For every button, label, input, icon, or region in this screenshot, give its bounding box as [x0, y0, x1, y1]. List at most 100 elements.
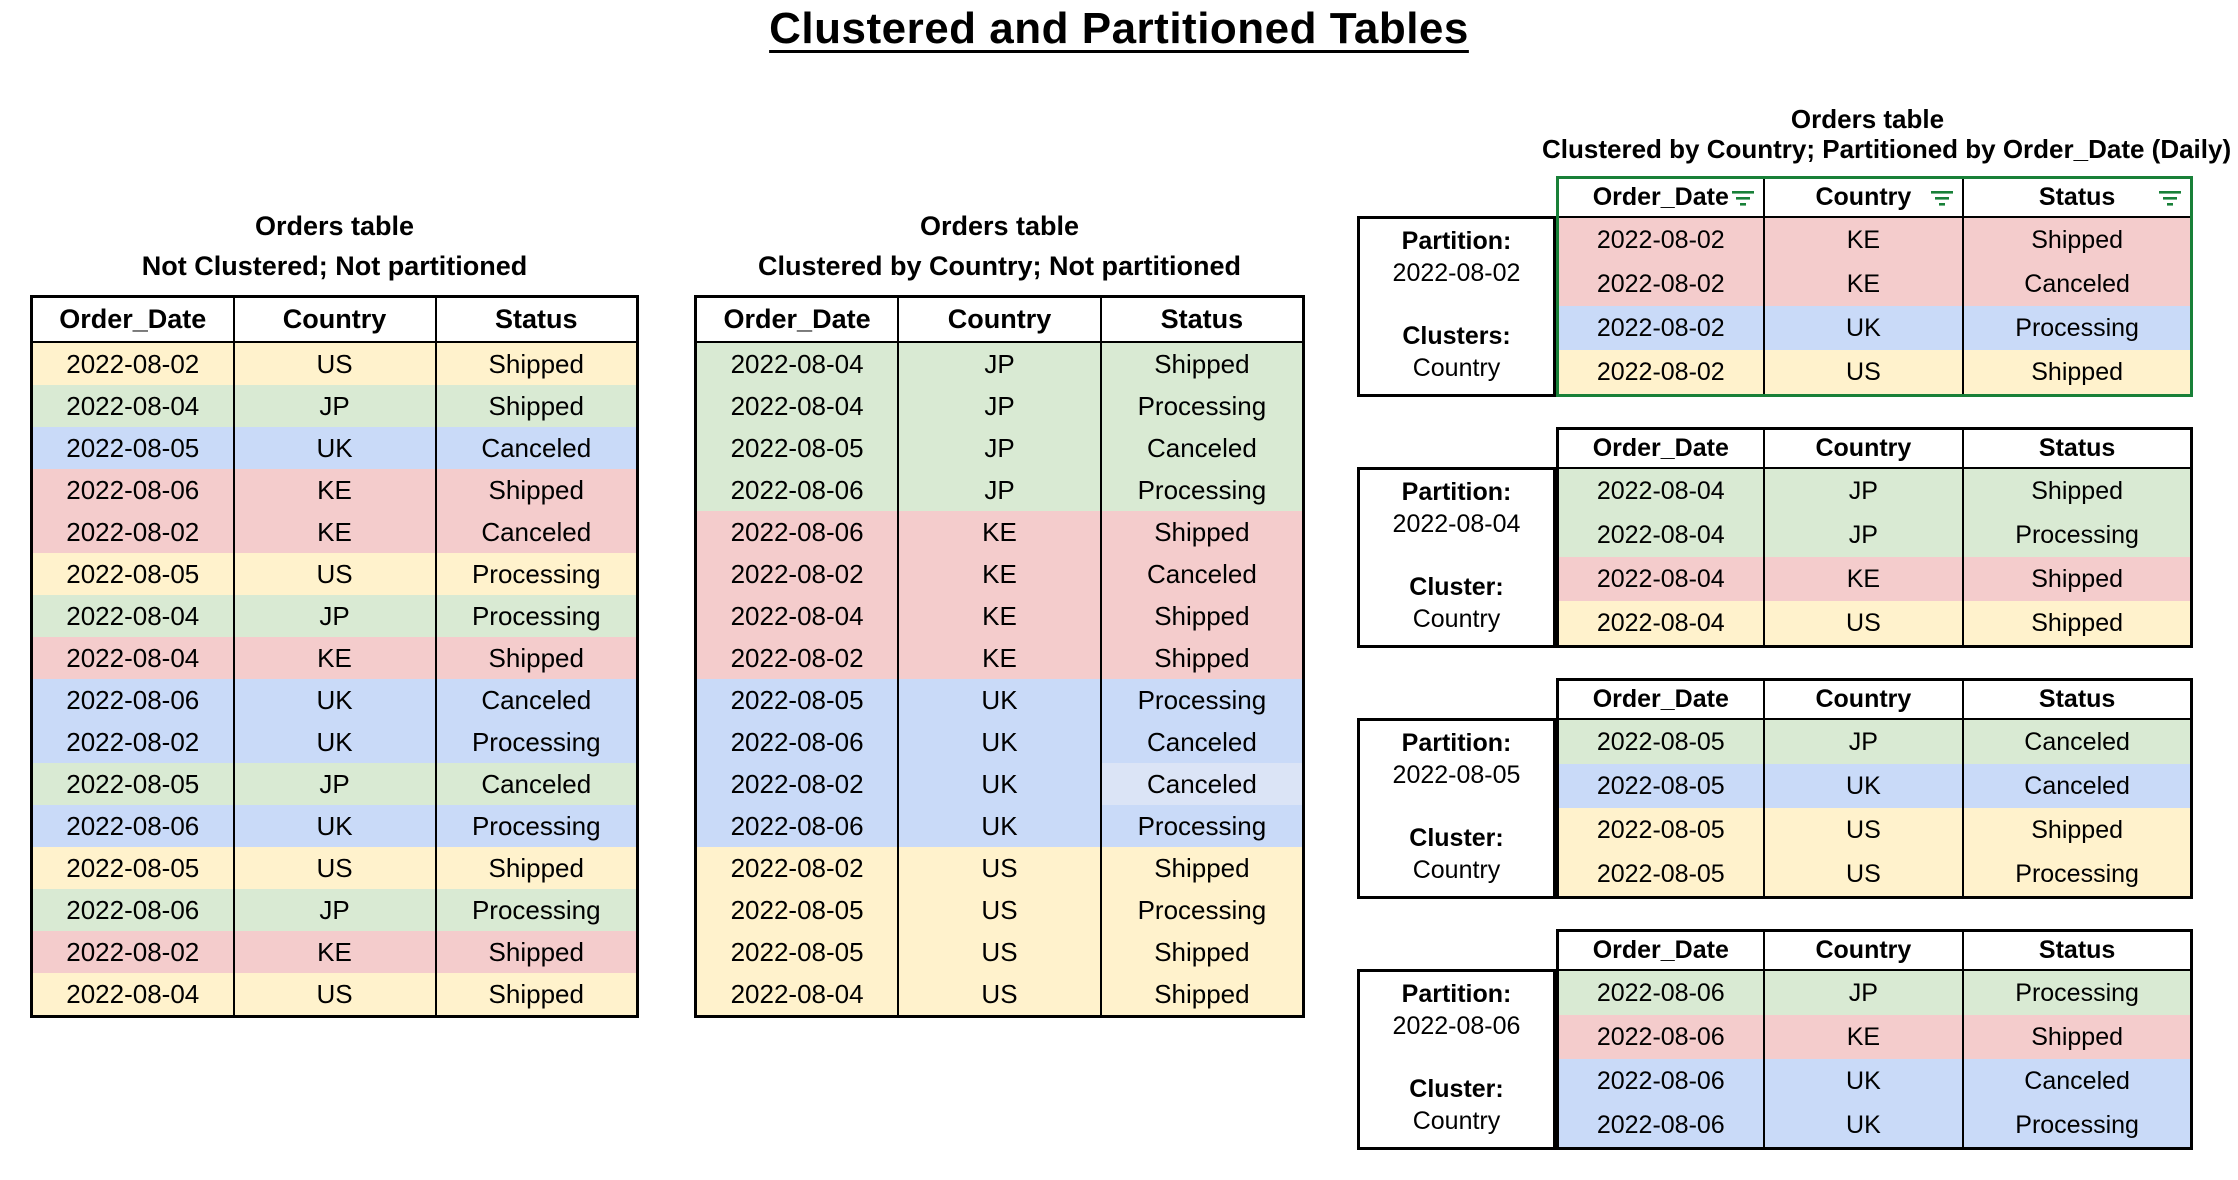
status-cell: Canceled — [434, 763, 638, 805]
cluster-value: Country — [1412, 1107, 1501, 1135]
orders-row: 2022-08-02 KE Shipped — [1557, 217, 2192, 262]
status-cell: Shipped — [434, 637, 638, 679]
filter-icon[interactable] — [2157, 188, 2183, 208]
unclustered-orders-table: Order_Date Country Status 2022-08-02 US Sh… — [30, 295, 639, 1018]
order-date-cell: 2022-08-06 — [695, 511, 899, 553]
order-date-cell: 2022-08-05 — [31, 427, 234, 469]
partition-date: 2022-08-06 — [1392, 1012, 1521, 1040]
partition-groups: Partition: 2022-08-02 Clusters: Country … — [1357, 176, 2193, 1150]
status-cell: Processing — [1962, 852, 2192, 898]
order-date-cell: 2022-08-05 — [695, 889, 899, 931]
country-cell: KE — [1762, 557, 1964, 601]
order-date-cell: 2022-08-06 — [31, 805, 234, 847]
cluster-label: Cluster: — [1409, 573, 1504, 601]
order-date-cell: 2022-08-06 — [695, 469, 899, 511]
country-cell: KE — [897, 511, 1101, 553]
orders-row: 2022-08-05 US Processing — [1557, 852, 2192, 898]
column-header-country: Country — [1762, 428, 1964, 469]
status-cell: Processing — [1962, 970, 2192, 1015]
partition-label: Partition: — [1401, 478, 1512, 506]
column-header-country: Country — [1762, 930, 1964, 971]
orders-row: 2022-08-02 US Shipped — [695, 847, 1304, 889]
orders-row: 2022-08-06 UK Canceled — [31, 679, 638, 721]
status-cell: Shipped — [1099, 511, 1304, 553]
order-date-cell: 2022-08-02 — [695, 847, 899, 889]
partition-label-box: Partition: 2022-08-02 Clusters: Country — [1357, 216, 1556, 397]
status-cell: Shipped — [1962, 217, 2192, 262]
filter-icon[interactable] — [1929, 188, 1955, 208]
partition-date: 2022-08-02 — [1392, 259, 1521, 287]
cluster-value: Country — [1412, 856, 1501, 884]
orders-row: 2022-08-02 KE Shipped — [31, 931, 638, 973]
country-cell: JP — [1762, 513, 1964, 557]
header-row: Order_Date Country Status — [31, 296, 638, 343]
status-cell: Processing — [1099, 385, 1304, 427]
order-date-cell: 2022-08-04 — [31, 385, 234, 427]
status-cell: Shipped — [1099, 342, 1304, 385]
column-header-status: Status — [1962, 930, 2192, 971]
status-cell: Canceled — [1099, 553, 1304, 595]
right-section-title: Orders table — [1790, 104, 1945, 134]
orders-row: 2022-08-02 UK Processing — [1557, 306, 2192, 350]
status-cell: Canceled — [1962, 1059, 2192, 1103]
orders-row: 2022-08-04 JP Shipped — [695, 342, 1304, 385]
orders-row: 2022-08-05 JP Canceled — [1557, 719, 2192, 764]
country-cell: UK — [897, 721, 1101, 763]
orders-row: 2022-08-06 UK Canceled — [695, 721, 1304, 763]
order-date-cell: 2022-08-06 — [695, 721, 899, 763]
partition-info: Partition: 2022-08-05 — [1362, 727, 1551, 791]
orders-row: 2022-08-04 US Shipped — [695, 973, 1304, 1017]
status-cell: Processing — [434, 721, 638, 763]
status-cell: Processing — [434, 805, 638, 847]
cluster-value: Country — [1412, 354, 1501, 382]
order-date-cell: 2022-08-02 — [31, 511, 234, 553]
partition-label: Partition: — [1401, 980, 1512, 1008]
country-cell: US — [1762, 601, 1964, 647]
order-date-cell: 2022-08-06 — [31, 889, 234, 931]
status-cell: Shipped — [1962, 468, 2192, 513]
country-cell: US — [897, 931, 1101, 973]
orders-row: 2022-08-04 KE Shipped — [695, 595, 1304, 637]
orders-row: 2022-08-05 JP Canceled — [695, 427, 1304, 469]
country-cell: KE — [1762, 1015, 1964, 1059]
country-cell: US — [897, 973, 1101, 1017]
orders-row: 2022-08-02 US Shipped — [1557, 350, 2192, 396]
status-cell: Processing — [1962, 513, 2192, 557]
header-row: Order_Date Country Status — [1557, 679, 2192, 720]
orders-row: 2022-08-04 JP Shipped — [1557, 468, 2192, 513]
country-cell: US — [1762, 808, 1964, 852]
country-cell: US — [232, 553, 436, 595]
filter-icon[interactable] — [1730, 188, 1756, 208]
status-cell: Shipped — [1099, 973, 1304, 1017]
status-cell: Shipped — [434, 385, 638, 427]
cluster-info: Clusters: Country — [1362, 320, 1551, 384]
column-header-country: Country — [1762, 177, 1964, 218]
order-date-cell: 2022-08-06 — [1557, 1103, 1764, 1149]
status-cell: Shipped — [1962, 1015, 2192, 1059]
orders-row: 2022-08-04 US Shipped — [31, 973, 638, 1017]
country-cell: US — [897, 889, 1101, 931]
header-row: Order_Date Country Status — [1557, 428, 2192, 469]
order-date-cell: 2022-08-02 — [1557, 306, 1764, 350]
orders-row: 2022-08-04 KE Shipped — [31, 637, 638, 679]
column-header-status: Status — [1962, 679, 2192, 720]
status-cell: Shipped — [1099, 847, 1304, 889]
orders-row: 2022-08-06 JP Processing — [31, 889, 638, 931]
order-date-cell: 2022-08-04 — [695, 342, 899, 385]
order-date-cell: 2022-08-05 — [695, 931, 899, 973]
orders-row: 2022-08-06 UK Processing — [31, 805, 638, 847]
partition-group-2022-08-02: Partition: 2022-08-02 Clusters: Country … — [1357, 176, 2193, 397]
status-cell: Processing — [434, 889, 638, 931]
country-cell: UK — [232, 721, 436, 763]
order-date-cell: 2022-08-06 — [1557, 1015, 1764, 1059]
country-cell: JP — [1762, 970, 1964, 1015]
country-cell: KE — [232, 637, 436, 679]
country-cell: JP — [1762, 468, 1964, 513]
status-cell: Canceled — [434, 511, 638, 553]
orders-row: 2022-08-02 KE Canceled — [1557, 262, 2192, 306]
orders-row: 2022-08-02 KE Canceled — [695, 553, 1304, 595]
partition-label-box: Partition: 2022-08-05 Cluster: Country — [1357, 718, 1556, 899]
order-date-cell: 2022-08-05 — [31, 763, 234, 805]
orders-row: 2022-08-05 US Shipped — [695, 931, 1304, 973]
country-cell: UK — [1762, 1059, 1964, 1103]
